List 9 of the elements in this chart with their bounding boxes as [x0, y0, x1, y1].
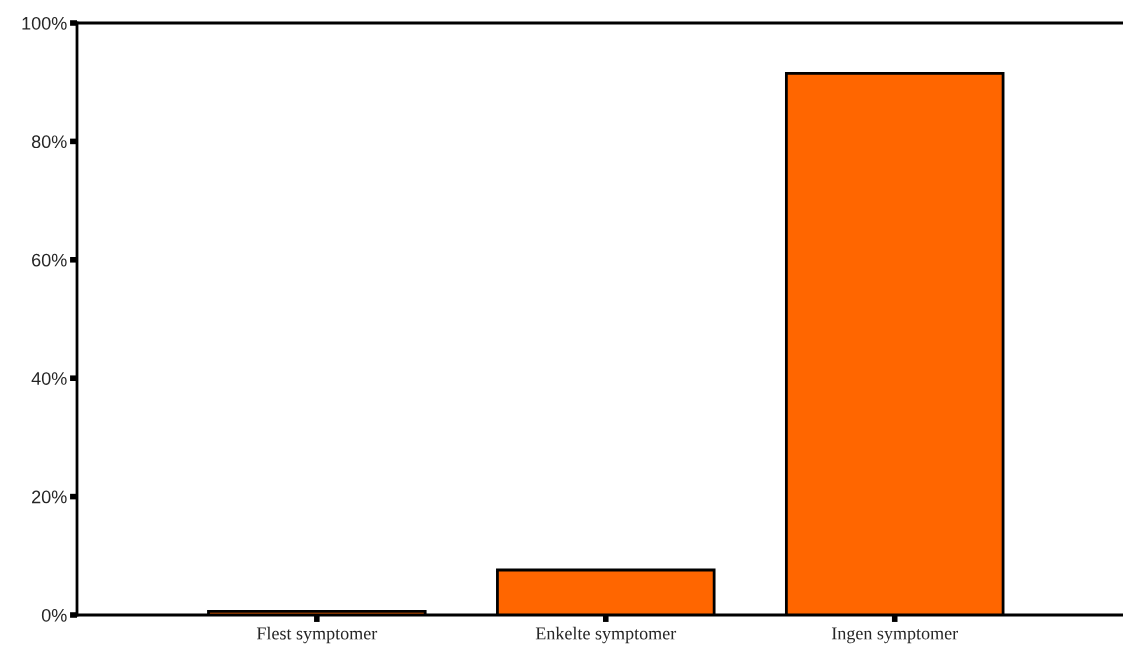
y-tick-label: 0% [41, 608, 67, 622]
y-tick-label: 20% [32, 490, 67, 504]
x-tick-label: Ingen symptomer [831, 627, 958, 644]
x-tick-label: Enkelte symptomer [535, 626, 677, 644]
x-tick-label: Flest symptomer [256, 626, 378, 644]
y-tick-label: 100% [22, 16, 67, 30]
y-tick-label: 40% [31, 372, 67, 385]
y-tick-label: 80% [31, 135, 67, 149]
y-tick-label: 60% [32, 253, 67, 267]
